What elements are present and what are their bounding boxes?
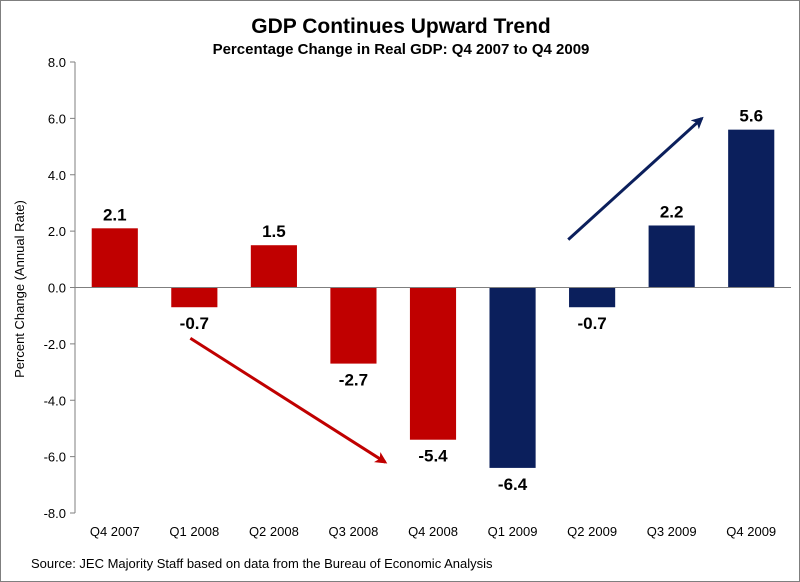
- y-tick-label: -2.0: [44, 337, 66, 352]
- x-tick-label: Q4 2008: [408, 524, 458, 539]
- bar-q2-2008: [250, 245, 297, 288]
- bar-q1-2008: [171, 287, 218, 308]
- bar-q4-2007: [91, 228, 138, 288]
- x-tick-label: Q2 2009: [567, 524, 617, 539]
- source-note: Source: JEC Majority Staff based on data…: [31, 556, 493, 571]
- bar-q1-2009: [489, 287, 536, 468]
- chart-title: GDP Continues Upward Trend: [251, 15, 550, 38]
- y-axis-ticks: -8.0 -6.0 -4.0 -2.0 0.0 2.0 4.0 6.0 8.0: [44, 55, 75, 521]
- bar-q3-2009: [648, 225, 695, 288]
- x-tick-label: Q4 2007: [90, 524, 140, 539]
- y-tick-label: 8.0: [48, 55, 66, 70]
- y-tick-label: 6.0: [48, 111, 66, 126]
- chart-subtitle: Percentage Change in Real GDP: Q4 2007 t…: [213, 41, 590, 58]
- y-axis-label: Percent Change (Annual Rate): [12, 200, 27, 378]
- data-label: 2.1: [103, 205, 127, 224]
- y-tick-label: -6.0: [44, 450, 66, 465]
- data-label: 2.2: [660, 202, 684, 221]
- upward-trend-arrow: [567, 116, 704, 241]
- data-label: -0.7: [180, 314, 209, 333]
- x-tick-label: Q3 2008: [329, 524, 379, 539]
- data-label: -0.7: [577, 314, 606, 333]
- data-label: -6.4: [498, 475, 528, 494]
- x-axis-ticks: Q4 2007 Q1 2008 Q2 2008 Q3 2008 Q4 2008 Q1 20…: [90, 524, 776, 539]
- y-tick-label: 2.0: [48, 224, 66, 239]
- data-labels-group: 2.1 -0.7 1.5 -2.7 -5.4 -6.4 -0.7 2.2 5.6: [103, 107, 763, 494]
- y-tick-label: -8.0: [44, 506, 66, 521]
- bar-q2-2009: [569, 287, 616, 308]
- x-tick-label: Q3 2009: [647, 524, 697, 539]
- data-label: -2.7: [339, 371, 368, 390]
- data-label: 5.6: [739, 107, 763, 126]
- y-tick-label: -4.0: [44, 393, 66, 408]
- bars-group: [91, 129, 775, 468]
- bar-q4-2008: [409, 287, 457, 440]
- x-tick-label: Q1 2009: [488, 524, 538, 539]
- x-tick-label: Q1 2008: [169, 524, 219, 539]
- bar-q3-2008: [330, 287, 377, 364]
- downward-trend-arrow: [189, 336, 388, 464]
- data-label: -5.4: [418, 447, 448, 466]
- y-tick-label: 4.0: [48, 168, 66, 183]
- x-tick-label: Q4 2009: [726, 524, 776, 539]
- bar-q4-2009: [728, 129, 775, 288]
- data-label: 1.5: [262, 222, 286, 241]
- x-tick-label: Q2 2008: [249, 524, 299, 539]
- y-tick-label: 0.0: [48, 281, 66, 296]
